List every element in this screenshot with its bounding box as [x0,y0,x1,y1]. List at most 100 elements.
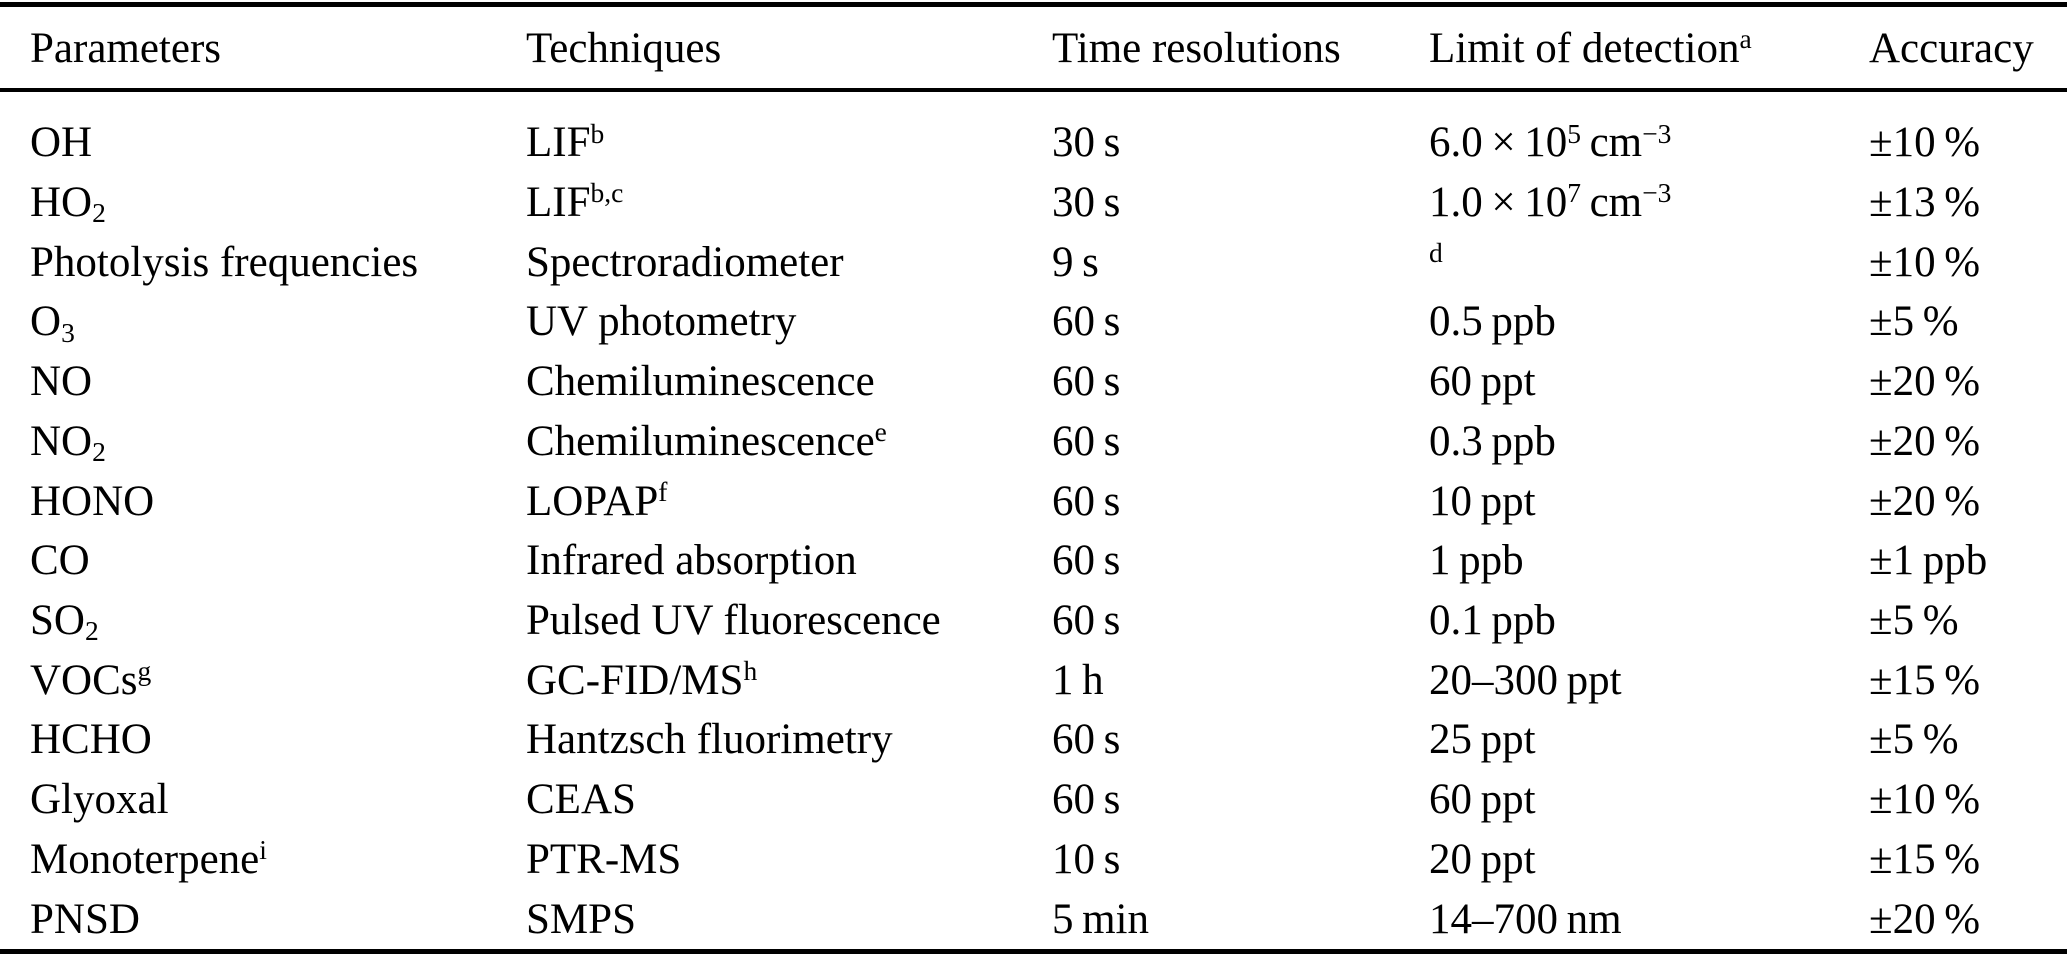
text-segment: Accuracy [1869,24,2034,72]
cell-technique: Chemiluminescencee [526,417,1052,466]
cell-parameter: VOCsg [30,656,526,705]
table-row: VOCsg GC-FID/MSh 1 h 20–300 ppt ±15 % [0,650,2067,710]
text-segment: Time resolutions [1052,24,1341,72]
cell-accuracy: ±15 % [1869,656,2067,705]
text-segment: 60 ppt [1429,358,1536,406]
cell-parameter: CO [30,536,526,585]
table-row: CO Infrared absorption 60 s 1 ppb ±1 ppb [0,531,2067,591]
cell-technique: GC-FID/MSh [526,656,1052,705]
superscript: a [1739,22,1752,54]
cell-parameter: OH [30,118,526,167]
table-row: HCHO Hantzsch fluorimetry 60 s 25 ppt ±5 % [0,710,2067,770]
cell-time-resolution: 5 min [1052,895,1429,944]
text-segment: O [30,298,62,346]
cell-time-resolution: 9 s [1052,238,1429,287]
text-segment: SO [30,597,85,645]
text-segment: LOPAP [526,477,659,525]
text-segment: Parameters [30,24,222,72]
text-segment: Photolysis frequencies [30,238,419,286]
text-segment: 1 h [1052,656,1104,704]
superscript: h [743,655,758,687]
cell-time-resolution: 60 s [1052,297,1429,346]
table-row: Glyoxal CEAS 60 s 60 ppt ±10 % [0,770,2067,830]
cell-parameter: HONO [30,477,526,526]
cell-accuracy: ±10 % [1869,118,2067,167]
cell-accuracy: ±10 % [1869,238,2067,287]
cell-technique: CEAS [526,775,1052,824]
text-segment: cm [1580,179,1643,227]
cell-time-resolution: 10 s [1052,835,1429,884]
text-segment: 60 s [1052,417,1121,465]
text-segment: VOCs [30,656,138,704]
table-header-rule [0,88,2067,92]
text-segment: Chemiluminescence [526,417,875,465]
cell-limit-of-detection: 60 ppt [1429,775,1869,824]
text-segment: CO [30,537,90,585]
table-row: HONO LOPAPf 60 s 10 ppt ±20 % [0,471,2067,531]
cell-limit-of-detection: 10 ppt [1429,477,1869,526]
text-segment: ±1 ppb [1869,537,1988,585]
text-segment: Limit of detection [1429,24,1740,72]
cell-time-resolution: 60 s [1052,536,1429,585]
text-segment: UV photometry [526,298,797,346]
text-segment: 20–300 ppt [1429,656,1622,704]
text-segment: ±10 % [1869,238,1981,286]
cell-parameter: O3 [30,297,526,346]
text-segment: 60 s [1052,776,1121,824]
table-row: NO2 Chemiluminescencee 60 s 0.3 ppb ±20 % [0,412,2067,472]
cell-limit-of-detection: 20–300 ppt [1429,656,1869,705]
cell-technique: SMPS [526,895,1052,944]
text-segment: 6.0 × 10 [1429,119,1568,167]
cell-accuracy: ±13 % [1869,178,2067,227]
cell-accuracy: ±20 % [1869,417,2067,466]
cell-limit-of-detection: 6.0 × 105 cm−3 [1429,118,1869,167]
superscript: d [1429,237,1443,269]
cell-time-resolution: 30 s [1052,178,1429,227]
text-segment: PTR-MS [526,835,682,883]
table-row: HO2 LIFb,c 30 s 1.0 × 107 cm−3 ±13 % [0,173,2067,233]
table-body: OH LIFb 30 s 6.0 × 105 cm−3 ±10 % HO2 LIFb,c 30… [0,113,2067,949]
table-row: Photolysis frequencies Spectroradiometer 9… [0,232,2067,292]
table-row: SO2 Pulsed UV fluorescence 60 s 0.1 ppb ±5 % [0,591,2067,651]
superscript: b,c [590,177,624,209]
cell-parameter: SO2 [30,596,526,645]
text-segment: Techniques [526,24,722,72]
cell-accuracy: ±20 % [1869,477,2067,526]
cell-time-resolution: 60 s [1052,596,1429,645]
text-segment: 60 s [1052,537,1121,585]
table-top-rule [0,2,2067,7]
cell-technique: LOPAPf [526,477,1052,526]
superscript: 7 [1567,177,1581,209]
table-row: Monoterpenei PTR-MS 10 s 20 ppt ±15 % [0,830,2067,890]
cell-accuracy: ±20 % [1869,895,2067,944]
table-header-row: Parameters Techniques Time resolutions Limi… [0,8,2067,88]
cell-parameter: HO2 [30,178,526,227]
text-segment: ±5 % [1869,716,1959,764]
table-row: PNSD SMPS 5 min 14–700 nm ±20 % [0,889,2067,949]
superscript: e [874,416,887,448]
text-segment: ±20 % [1869,358,1981,406]
cell-time-resolution: 60 s [1052,417,1429,466]
cell-time-resolution: 60 s [1052,775,1429,824]
superscript: i [259,834,267,866]
text-segment: 1.0 × 10 [1429,179,1568,227]
text-segment: Monoterpene [30,835,260,883]
cell-limit-of-detection: d [1429,238,1869,287]
cell-time-resolution: 30 s [1052,118,1429,167]
superscript: b [590,117,605,149]
text-segment: LIF [526,179,591,227]
subscript: 2 [92,435,106,467]
table-row: NO Chemiluminescence 60 s 60 ppt ±20 % [0,352,2067,412]
cell-limit-of-detection: 20 ppt [1429,835,1869,884]
cell-limit-of-detection: 1.0 × 107 cm−3 [1429,178,1869,227]
cell-limit-of-detection: 25 ppt [1429,715,1869,764]
subscript: 3 [61,316,75,348]
cell-accuracy: ±5 % [1869,596,2067,645]
text-segment: 60 s [1052,477,1121,525]
text-segment: OH [30,119,93,167]
cell-limit-of-detection: 0.1 ppb [1429,596,1869,645]
cell-parameter: NO2 [30,417,526,466]
text-segment: cm [1580,119,1643,167]
text-segment: 0.1 ppb [1429,597,1556,645]
